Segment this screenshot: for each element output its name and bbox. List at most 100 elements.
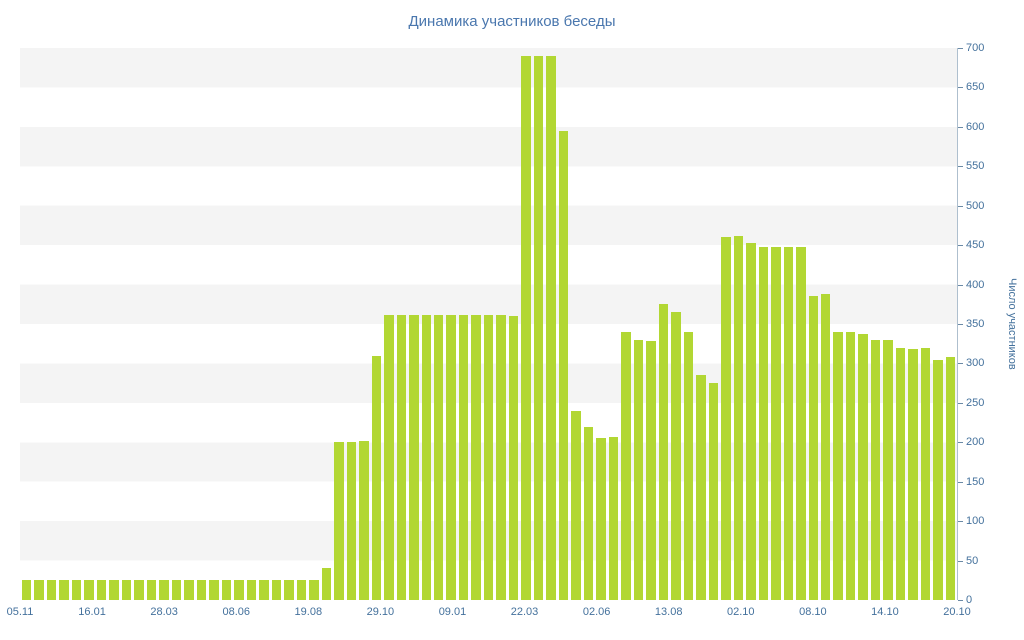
- bar-59: [758, 246, 769, 600]
- bar-29: [384, 314, 394, 600]
- bar-32: [421, 314, 431, 600]
- bar-13: [184, 580, 194, 600]
- bar-33: [433, 314, 444, 600]
- y-tick-label: 250: [966, 396, 985, 409]
- y-tick-label: 50: [966, 554, 979, 567]
- bars-container: [20, 48, 957, 600]
- bar-28: [371, 355, 382, 600]
- x-tick-label: 14.10: [871, 606, 899, 618]
- bar-73: [933, 359, 943, 600]
- y-tick-mark: [958, 363, 963, 365]
- bar-36: [471, 314, 481, 600]
- bar-2: [46, 580, 57, 600]
- bar-47: [608, 436, 619, 600]
- y-tick-label: 650: [966, 81, 985, 94]
- x-tick-label: 20.10: [943, 606, 971, 618]
- bar-65: [833, 331, 843, 600]
- x-tick-label: 05.11: [6, 606, 34, 618]
- bar-45: [583, 426, 594, 600]
- y-tick-mark: [958, 560, 963, 562]
- bar-74: [945, 357, 956, 600]
- x-tick-label: 22.03: [510, 606, 539, 618]
- bar-21: [284, 580, 294, 600]
- y-tick-label: 150: [966, 475, 985, 488]
- bar-37: [483, 314, 494, 600]
- bar-16: [221, 580, 232, 600]
- bar-5: [84, 580, 94, 600]
- y-tick-label: 450: [966, 239, 985, 252]
- bar-30: [396, 314, 407, 600]
- bar-66: [845, 331, 856, 600]
- bar-69: [883, 339, 893, 600]
- bar-68: [870, 339, 881, 600]
- x-tick-label: 09.01: [438, 606, 467, 618]
- bar-67: [858, 334, 868, 600]
- y-tick-label: 600: [966, 120, 985, 133]
- bar-70: [895, 347, 906, 600]
- x-tick-label: 08.06: [222, 606, 250, 618]
- y-tick-mark: [958, 284, 963, 286]
- bar-50: [646, 341, 656, 600]
- bar-72: [920, 347, 931, 600]
- bar-48: [621, 331, 631, 600]
- bar-31: [409, 314, 419, 600]
- y-tick-mark: [958, 600, 963, 601]
- bar-46: [596, 438, 606, 600]
- bar-41: [533, 55, 544, 600]
- y-tick-label: 500: [966, 199, 985, 212]
- bar-40: [521, 55, 531, 600]
- x-tick-label: 29.10: [366, 606, 395, 618]
- x-tick-label: 13.08: [654, 606, 683, 618]
- bar-12: [171, 580, 182, 600]
- bar-17: [234, 580, 244, 600]
- plot-area: [20, 48, 958, 600]
- bar-1: [34, 580, 44, 600]
- y-tick-label: 550: [966, 160, 985, 173]
- bar-55: [708, 383, 719, 600]
- bar-61: [783, 246, 794, 600]
- y-tick-mark: [958, 166, 963, 168]
- bar-53: [683, 331, 694, 600]
- bar-60: [771, 246, 781, 600]
- bar-34: [446, 314, 456, 600]
- bar-49: [633, 339, 644, 600]
- bar-18: [246, 580, 257, 600]
- y-tick-mark: [958, 402, 963, 404]
- y-tick-label: 100: [966, 515, 985, 528]
- bar-64: [821, 294, 831, 600]
- x-tick-label: 28.03: [150, 606, 178, 618]
- y-tick-label: 700: [966, 42, 985, 54]
- x-tick-label: 19.08: [294, 606, 323, 618]
- bar-25: [334, 442, 344, 600]
- bar-44: [571, 410, 581, 600]
- y-tick-mark: [958, 442, 963, 444]
- bar-0: [22, 580, 32, 600]
- bar-54: [696, 375, 706, 600]
- bar-6: [96, 580, 107, 600]
- bar-57: [733, 235, 744, 600]
- bar-43: [558, 130, 569, 600]
- bar-8: [121, 580, 132, 600]
- bar-52: [671, 312, 681, 600]
- y-tick-label: 300: [966, 357, 985, 370]
- x-tick-label: 16.01: [78, 606, 106, 618]
- bar-23: [309, 580, 319, 600]
- y-tick-label: 200: [966, 436, 985, 449]
- bar-35: [458, 314, 469, 600]
- bar-71: [908, 349, 918, 600]
- bar-3: [59, 580, 69, 600]
- y-tick-label: 350: [966, 318, 985, 330]
- bar-7: [109, 580, 119, 600]
- bar-42: [546, 55, 556, 600]
- y-axis-title: Число участников: [1006, 278, 1018, 370]
- y-tick-mark: [958, 48, 963, 49]
- y-tick-mark: [958, 521, 963, 523]
- bar-11: [159, 580, 169, 600]
- x-tick-label: 08.10: [799, 606, 827, 618]
- y-tick-mark: [958, 324, 963, 325]
- y-tick-label: 0: [966, 594, 973, 606]
- bar-9: [134, 580, 144, 600]
- bar-62: [796, 246, 806, 600]
- bar-27: [359, 440, 369, 600]
